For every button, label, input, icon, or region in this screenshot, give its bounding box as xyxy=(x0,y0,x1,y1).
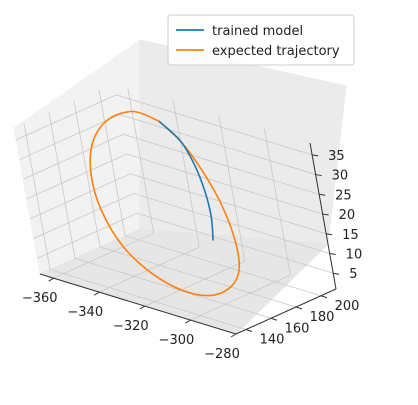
series-line-expected-trajectory xyxy=(89,110,241,297)
z-tick-label: 10 xyxy=(346,247,363,262)
z-gridline-left xyxy=(37,212,138,259)
z-gridline-left xyxy=(15,94,117,141)
z-tick-mark xyxy=(322,213,329,216)
y-tick-mark xyxy=(270,317,278,321)
legend: trained model expected trajectory xyxy=(167,14,355,66)
axes xyxy=(39,142,340,338)
z-gridline-left xyxy=(19,114,120,160)
y-gridline-left xyxy=(73,100,101,248)
z-tick-mark xyxy=(312,154,319,157)
z-tick-mark xyxy=(329,252,336,255)
x-gridline-back xyxy=(264,128,291,276)
z-tick-mark xyxy=(319,193,326,196)
z-gridline-back xyxy=(133,193,330,254)
x-tick-label: −280 xyxy=(204,347,240,362)
x-axis-line xyxy=(39,273,237,335)
z-tick-mark xyxy=(333,272,340,275)
z-gridline-back xyxy=(115,94,313,156)
back-pane xyxy=(139,39,347,245)
z-axis-line xyxy=(309,142,337,290)
series-layer xyxy=(89,110,241,297)
x-gridline-floor xyxy=(190,274,291,321)
z-gridline-left xyxy=(22,133,124,180)
legend-label-expected-trajectory: expected trajectory xyxy=(212,44,340,59)
z-tick-label: 35 xyxy=(328,149,345,164)
y-gridline-floor xyxy=(74,257,272,319)
legend-box xyxy=(167,14,355,66)
z-tick-mark xyxy=(315,174,322,177)
z-tick-label: 30 xyxy=(332,169,349,184)
z-gridline-left xyxy=(26,153,127,200)
y-axis-line xyxy=(235,288,337,335)
y-gridline-left xyxy=(48,112,76,259)
y-tick-label: 160 xyxy=(285,321,310,336)
x-tick-label: −320 xyxy=(113,319,149,334)
series-line-trained-model xyxy=(158,120,214,241)
z-tick-label: 5 xyxy=(349,267,357,282)
x-gridline-floor xyxy=(99,246,200,293)
x-gridline-back xyxy=(172,101,200,248)
y-tick-label: 140 xyxy=(260,333,285,348)
z-gridline-back xyxy=(123,133,320,195)
z-gridline-left xyxy=(33,193,134,239)
y-tick-mark xyxy=(320,295,328,299)
y-gridline-left xyxy=(23,123,51,270)
z-tick-mark xyxy=(326,233,333,236)
z-gridline-back xyxy=(130,173,327,235)
x-tick-mark xyxy=(93,291,100,296)
z-tick-label: 20 xyxy=(339,208,356,223)
y-gridline-left xyxy=(98,89,126,236)
x-tick-mark xyxy=(230,333,237,338)
x-tick-label: −360 xyxy=(22,291,58,306)
z-gridline-back xyxy=(119,114,316,175)
x-tick-label: −300 xyxy=(159,333,195,348)
y-tick-mark xyxy=(295,306,303,310)
y-gridline-floor xyxy=(124,235,322,297)
z-tick-label: 15 xyxy=(342,228,359,243)
y-tick-label: 180 xyxy=(310,310,335,325)
z-gridline-left xyxy=(29,173,131,220)
y-gridline-floor xyxy=(49,269,247,330)
x-tick-mark xyxy=(139,305,146,310)
x-tick-mark xyxy=(48,277,54,282)
y-tick-mark xyxy=(245,329,253,332)
x-tick-label: −340 xyxy=(67,305,103,320)
z-gridline-back xyxy=(126,153,323,215)
x-gridline-floor xyxy=(53,232,154,279)
x-tick-mark xyxy=(185,319,191,324)
legend-label-trained-model: trained model xyxy=(212,24,303,39)
y-tick-label: 200 xyxy=(335,299,360,314)
x-gridline-back xyxy=(218,115,246,262)
z-tick-label: 25 xyxy=(335,188,352,203)
x-gridline-floor xyxy=(144,260,246,307)
